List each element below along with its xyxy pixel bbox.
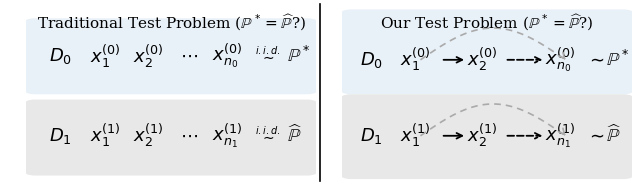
Text: $\sim$: $\sim$: [586, 51, 605, 69]
Text: $D_0$: $D_0$: [49, 46, 72, 66]
FancyBboxPatch shape: [23, 18, 319, 94]
Text: Traditional Test Problem ($\mathbb{P}^* = \widehat{\mathbb{P}}$?): Traditional Test Problem ($\mathbb{P}^* …: [36, 13, 306, 33]
FancyBboxPatch shape: [339, 9, 635, 94]
Text: $D_1$: $D_1$: [360, 126, 382, 146]
Text: $\cdots$: $\cdots$: [180, 47, 198, 65]
Text: $x_{n_0}^{(0)}$: $x_{n_0}^{(0)}$: [212, 42, 243, 70]
Text: $x_2^{(1)}$: $x_2^{(1)}$: [467, 122, 497, 149]
Text: $x_1^{(0)}$: $x_1^{(0)}$: [90, 43, 120, 70]
Text: $\overset{i.i.d.}{\sim}$: $\overset{i.i.d.}{\sim}$: [255, 49, 281, 64]
Text: $x_2^{(0)}$: $x_2^{(0)}$: [133, 43, 164, 70]
FancyBboxPatch shape: [339, 94, 635, 179]
Text: $\mathbb{P}^*$: $\mathbb{P}^*$: [606, 50, 630, 70]
Text: $\overset{i.i.d.}{\sim}$: $\overset{i.i.d.}{\sim}$: [255, 128, 281, 143]
Text: $x_1^{(1)}$: $x_1^{(1)}$: [400, 122, 431, 149]
Text: $x_{n_1}^{(1)}$: $x_{n_1}^{(1)}$: [212, 122, 243, 150]
FancyBboxPatch shape: [23, 100, 319, 176]
Text: Our Test Problem ($\mathbb{P}^* = \widehat{\mathbb{P}}$?): Our Test Problem ($\mathbb{P}^* = \wideh…: [380, 13, 594, 33]
Text: $x_1^{(1)}$: $x_1^{(1)}$: [90, 122, 120, 149]
Text: $x_2^{(0)}$: $x_2^{(0)}$: [467, 46, 497, 73]
Text: $D_0$: $D_0$: [360, 50, 383, 70]
Text: $x_2^{(1)}$: $x_2^{(1)}$: [133, 122, 164, 149]
Text: $\sim$: $\sim$: [586, 127, 605, 145]
Text: $x_{n_0}^{(0)}$: $x_{n_0}^{(0)}$: [545, 46, 576, 74]
Text: $\cdots$: $\cdots$: [180, 127, 198, 145]
Text: $x_1^{(0)}$: $x_1^{(0)}$: [400, 46, 431, 73]
Text: $x_{n_1}^{(1)}$: $x_{n_1}^{(1)}$: [545, 122, 576, 150]
Text: $\widehat{\mathbb{P}}$: $\widehat{\mathbb{P}}$: [287, 125, 303, 146]
Text: $D_1$: $D_1$: [49, 126, 72, 146]
Text: $\mathbb{P}^*$: $\mathbb{P}^*$: [287, 46, 311, 66]
Text: $\widehat{\mathbb{P}}$: $\widehat{\mathbb{P}}$: [606, 125, 621, 146]
